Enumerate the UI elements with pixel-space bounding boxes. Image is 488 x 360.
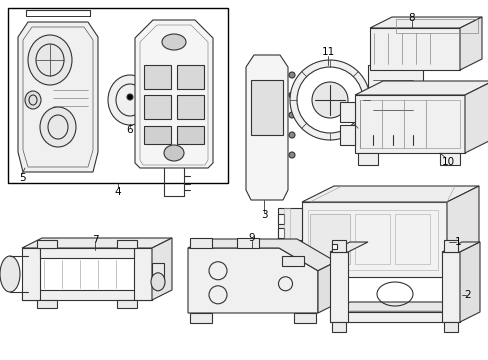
- Ellipse shape: [288, 112, 294, 118]
- Text: 8: 8: [408, 13, 414, 23]
- Bar: [152, 263, 163, 285]
- Ellipse shape: [289, 60, 369, 140]
- Polygon shape: [22, 290, 152, 300]
- Bar: [339, 102, 354, 122]
- Bar: [443, 240, 457, 252]
- Ellipse shape: [28, 35, 72, 85]
- Bar: [278, 248, 284, 258]
- Text: 9: 9: [248, 233, 255, 243]
- Bar: [278, 208, 302, 240]
- Ellipse shape: [0, 256, 20, 292]
- Polygon shape: [40, 248, 134, 258]
- Polygon shape: [459, 17, 481, 70]
- Text: 6: 6: [126, 125, 133, 135]
- Polygon shape: [329, 312, 459, 322]
- Bar: [117, 300, 137, 308]
- Polygon shape: [459, 242, 479, 322]
- Bar: [190, 313, 212, 323]
- Polygon shape: [329, 302, 479, 312]
- Bar: [354, 214, 389, 264]
- Polygon shape: [369, 17, 481, 28]
- Polygon shape: [134, 248, 152, 300]
- Polygon shape: [464, 81, 488, 153]
- Text: 4: 4: [115, 187, 121, 197]
- Bar: [395, 19, 477, 33]
- Bar: [237, 238, 259, 248]
- Bar: [439, 153, 459, 165]
- Ellipse shape: [40, 107, 76, 147]
- Bar: [143, 65, 171, 89]
- Text: 10: 10: [441, 157, 454, 167]
- Bar: [367, 65, 422, 135]
- Text: 3: 3: [260, 210, 267, 220]
- Bar: [331, 240, 346, 252]
- Polygon shape: [354, 95, 464, 153]
- Bar: [177, 95, 203, 119]
- Polygon shape: [329, 242, 367, 252]
- Ellipse shape: [288, 92, 294, 98]
- Polygon shape: [446, 186, 478, 277]
- Ellipse shape: [127, 94, 133, 100]
- Bar: [307, 210, 437, 270]
- Ellipse shape: [296, 67, 362, 133]
- Polygon shape: [245, 55, 287, 200]
- Bar: [359, 100, 459, 148]
- Polygon shape: [329, 252, 347, 322]
- Text: 7: 7: [92, 235, 98, 245]
- Ellipse shape: [288, 132, 294, 138]
- Bar: [278, 214, 284, 224]
- Polygon shape: [369, 28, 459, 70]
- Polygon shape: [302, 202, 446, 277]
- Ellipse shape: [162, 34, 185, 50]
- Bar: [250, 80, 283, 135]
- Bar: [143, 126, 171, 144]
- Ellipse shape: [163, 145, 183, 161]
- Polygon shape: [354, 81, 488, 95]
- Ellipse shape: [288, 72, 294, 78]
- Polygon shape: [18, 22, 98, 172]
- Polygon shape: [135, 20, 213, 168]
- Ellipse shape: [108, 75, 152, 125]
- Bar: [8, 8, 227, 183]
- Bar: [309, 214, 349, 264]
- Polygon shape: [187, 248, 317, 313]
- Bar: [339, 125, 354, 145]
- Polygon shape: [152, 238, 172, 300]
- Bar: [190, 238, 212, 248]
- Text: 11: 11: [321, 47, 334, 57]
- Bar: [357, 153, 377, 165]
- Ellipse shape: [151, 273, 164, 291]
- Bar: [331, 322, 346, 332]
- Polygon shape: [187, 239, 335, 271]
- Text: 2: 2: [464, 290, 470, 300]
- Bar: [37, 300, 57, 308]
- Text: 5: 5: [19, 173, 25, 183]
- Bar: [143, 95, 171, 119]
- Polygon shape: [22, 248, 40, 300]
- Bar: [278, 244, 302, 272]
- Ellipse shape: [288, 152, 294, 158]
- Polygon shape: [317, 262, 335, 313]
- Bar: [394, 214, 429, 264]
- Bar: [293, 313, 315, 323]
- Bar: [284, 208, 289, 240]
- Bar: [37, 240, 57, 248]
- Bar: [117, 240, 137, 248]
- Bar: [278, 228, 284, 238]
- Ellipse shape: [25, 91, 41, 109]
- Polygon shape: [22, 238, 172, 248]
- Bar: [177, 126, 203, 144]
- Polygon shape: [302, 186, 478, 202]
- Polygon shape: [441, 252, 459, 322]
- Polygon shape: [441, 242, 479, 252]
- Bar: [177, 65, 203, 89]
- Text: 1: 1: [454, 237, 460, 247]
- Bar: [331, 244, 336, 249]
- Bar: [443, 322, 457, 332]
- Bar: [281, 256, 303, 266]
- Ellipse shape: [311, 82, 347, 118]
